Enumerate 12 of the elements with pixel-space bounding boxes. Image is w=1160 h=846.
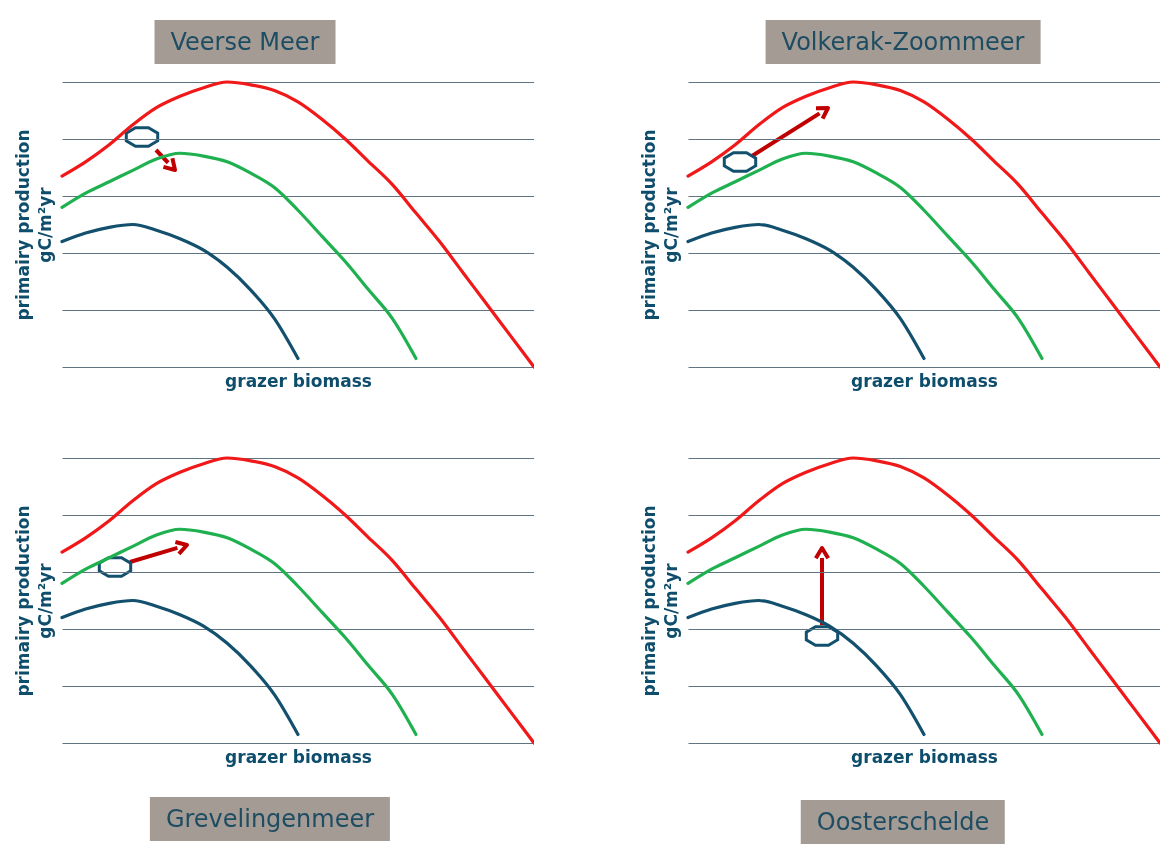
y-axis-title: primairy production gC/m²yr (12, 129, 55, 321)
x-axis-title: grazer biomass (851, 746, 998, 767)
x-axis-title: grazer biomass (225, 370, 372, 391)
y-axis-title: primairy production gC/m²yr (12, 505, 55, 697)
chart-title: Veerse Meer (154, 20, 336, 64)
text: Oosterschelde (800, 800, 1006, 844)
text: Grevelingenmeer (149, 797, 391, 841)
chart-title: Volkerak-Zoommeer (765, 20, 1041, 64)
x-axis-title: grazer biomass (851, 370, 998, 391)
y-axis-title: primairy production gC/m²yr (638, 505, 681, 697)
y-axis-title: primairy production gC/m²yr (638, 129, 681, 321)
x-axis-title: grazer biomass (225, 746, 372, 767)
